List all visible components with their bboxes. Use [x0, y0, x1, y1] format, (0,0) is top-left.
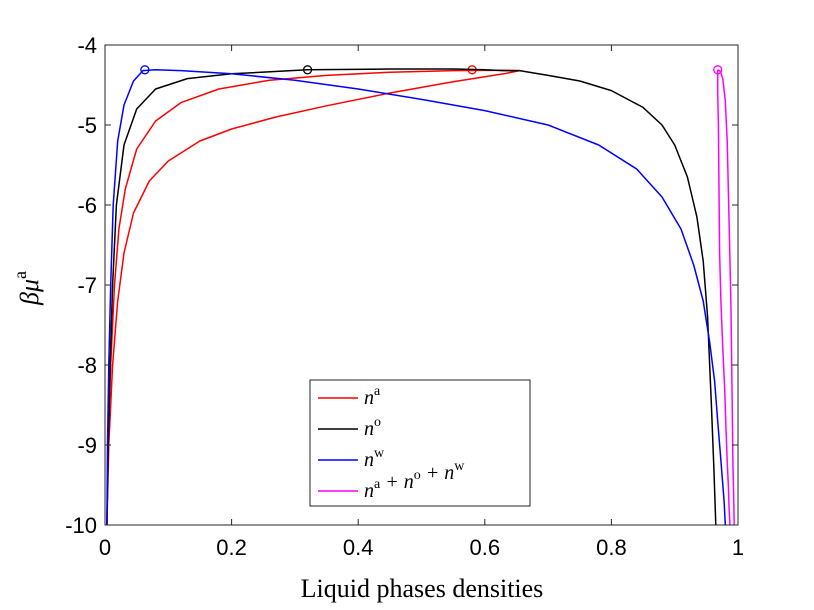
y-axis-title-group: βμa [10, 271, 44, 306]
series-3-branch-0-line [716, 69, 731, 525]
x-tick-label: 0 [99, 535, 111, 560]
x-axis-title: Liquid phases densities [301, 574, 544, 603]
legend-label-0: na [364, 384, 381, 409]
ticks-layer: 0 0.2 0.4 0.6 0.8 1 -10 -9 -8 -7 -6 -5 -4 [65, 33, 744, 560]
series-3-critical-point [713, 65, 723, 75]
y-tick-label: -4 [77, 33, 97, 58]
x-tick-label: 0.4 [343, 535, 374, 560]
x-tick-label: 0.2 [216, 535, 247, 560]
series-0-branch-0-line [106, 69, 520, 526]
legend-label-3: na + no + nw [364, 459, 465, 502]
series-0-branch-1-line [106, 69, 520, 526]
y-axis-title-main: βμ [15, 279, 44, 306]
series-2-branch-0-line [106, 69, 727, 526]
series-layer [106, 65, 735, 526]
series-1-critical-point [302, 65, 313, 75]
series-2-critical-point [140, 65, 150, 75]
x-tick-label: 1 [732, 535, 744, 560]
y-tick-label: -6 [77, 193, 97, 218]
y-axis-title: βμa [10, 271, 44, 306]
y-tick-label: -7 [77, 273, 97, 298]
series-3-branch-1-line [717, 69, 735, 526]
y-tick-label: -8 [77, 353, 97, 378]
x-tick-label: 0.8 [596, 535, 627, 560]
y-axis-title-sup: a [10, 271, 30, 279]
series-1-branch-1-line [519, 69, 717, 526]
y-tick-label: -10 [65, 513, 97, 538]
legend-box [309, 379, 531, 507]
x-tick-label: 0.6 [470, 535, 501, 560]
y-tick-label: -5 [77, 113, 97, 138]
y-tick-label: -9 [77, 433, 97, 458]
series-1-branch-0-line [106, 68, 520, 526]
legend-label-1: no [364, 415, 381, 440]
legend-label-2: nw [364, 446, 385, 471]
